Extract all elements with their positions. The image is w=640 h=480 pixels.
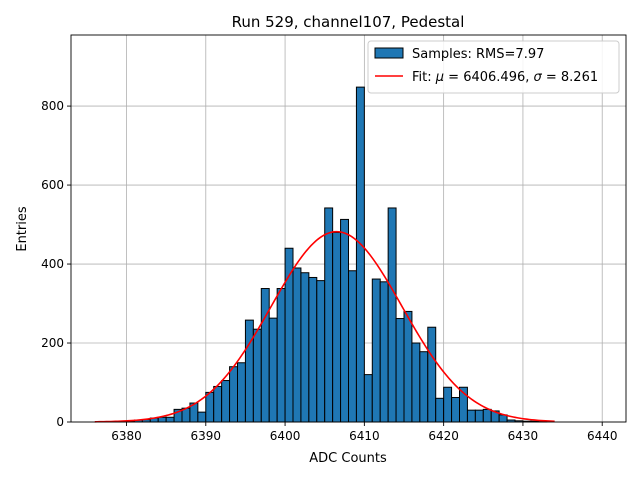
histogram-bar	[213, 385, 223, 423]
x-axis-label: ADC Counts	[309, 451, 387, 466]
x-axis-ticks: 6380 6390 6400 6410 6420 6430 6440	[111, 422, 617, 443]
histogram-bar	[165, 416, 175, 423]
histogram-bar	[244, 319, 254, 423]
histogram-bar	[292, 267, 302, 423]
histogram-bar	[355, 86, 365, 423]
histogram-bar	[443, 386, 453, 423]
x-tick-label: 6420	[428, 429, 459, 443]
legend-mu-value: = 6406.496,	[444, 70, 533, 85]
histogram-bars	[110, 86, 548, 423]
axes-frame	[70, 34, 627, 423]
histogram-bar	[157, 416, 167, 423]
histogram-bar	[451, 397, 461, 423]
histogram-bar	[316, 280, 326, 423]
histogram-bar	[371, 278, 381, 423]
y-axis-label: Entries	[15, 206, 30, 252]
histogram-bar	[419, 351, 429, 423]
histogram-bar	[435, 397, 445, 423]
histogram-bar	[197, 411, 207, 423]
x-tick-label: 6400	[270, 429, 301, 443]
histogram-bar	[474, 409, 484, 423]
legend-label-samples: Samples: RMS=7.97	[412, 47, 544, 62]
y-tick-label: 400	[41, 257, 64, 271]
histogram-bar	[308, 276, 318, 423]
legend-box	[367, 40, 620, 94]
histogram-bar	[363, 374, 373, 423]
legend-mu-symbol: μ	[435, 70, 444, 85]
y-tick-label: 0	[56, 415, 64, 429]
y-tick-label: 600	[41, 178, 64, 192]
y-tick-label: 200	[41, 336, 64, 350]
histogram-bar	[252, 328, 262, 423]
y-tick-label: 800	[41, 99, 64, 113]
legend-label-fit: Fit: μ = 6406.496, σ = 8.261	[412, 70, 598, 85]
histogram-bar	[260, 288, 270, 423]
fit-curve	[94, 230, 555, 423]
histogram-bar	[276, 288, 286, 423]
histogram-bar	[348, 270, 357, 423]
legend-sigma-symbol: σ	[534, 70, 543, 85]
histogram-bar	[324, 207, 334, 423]
legend-patch-samples	[374, 47, 404, 59]
x-tick-label: 6390	[191, 429, 222, 443]
histogram-bar	[411, 342, 421, 423]
histogram-bar	[427, 326, 437, 423]
legend-fit-prefix: Fit:	[412, 70, 436, 85]
histogram-bar	[268, 317, 278, 423]
histogram-bar	[395, 318, 405, 423]
histogram-bar	[340, 218, 350, 423]
legend-sigma-value: = 8.261	[542, 70, 598, 85]
x-tick-label: 6440	[587, 429, 618, 443]
legend: Samples: RMS=7.97 Fit: μ = 6406.496, σ =…	[367, 40, 620, 94]
x-tick-label: 6410	[349, 429, 380, 443]
histogram-bar	[221, 380, 231, 423]
histogram-bar	[237, 362, 246, 423]
histogram-bar	[229, 366, 238, 423]
x-tick-label: 6380	[111, 429, 142, 443]
histogram-bar	[379, 281, 389, 423]
histogram-bar	[466, 409, 476, 423]
chart-title: Run 529, channel107, Pedestal	[232, 13, 465, 31]
histogram-bar	[332, 231, 342, 423]
x-tick-label: 6430	[508, 429, 539, 443]
histogram-bar	[387, 207, 397, 423]
histogram-bar	[300, 272, 310, 423]
histogram-bar	[205, 391, 215, 423]
histogram-bar	[403, 310, 413, 423]
y-axis-ticks: 0 200 400 600 800	[41, 99, 71, 429]
histogram-bar	[482, 408, 492, 423]
